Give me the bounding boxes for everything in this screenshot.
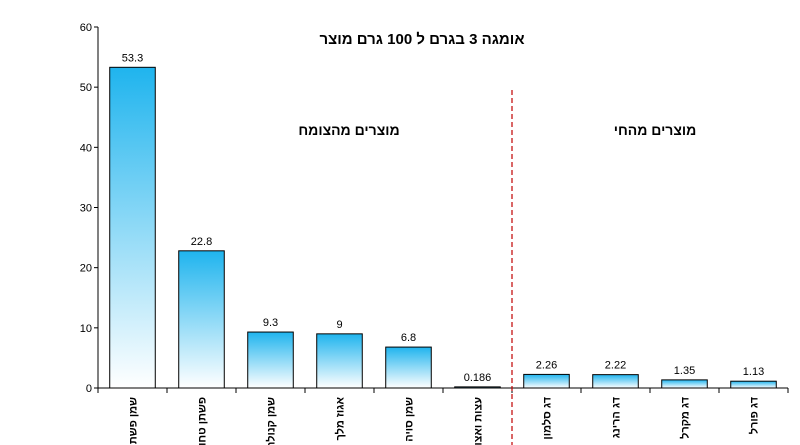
bar xyxy=(592,374,639,389)
bar xyxy=(730,380,777,389)
bar xyxy=(109,66,156,389)
bar xyxy=(316,333,363,389)
category-label: דג סלמון xyxy=(541,396,554,439)
bar-value-label: 6.8 xyxy=(401,332,416,344)
bar-value-label: 9.3 xyxy=(263,317,278,329)
category-label: דג פורל xyxy=(748,396,761,434)
y-tick-label: 30 xyxy=(80,203,92,215)
bar xyxy=(178,250,225,389)
category-label: שמן פשתן xyxy=(128,397,140,445)
animal-products-label: מוצרים מהחי xyxy=(614,122,697,138)
category-label: דג הרינג xyxy=(611,396,623,438)
y-tick-label: 0 xyxy=(86,383,92,395)
y-axis: 0 10 20 30 40 50 60 xyxy=(80,22,99,395)
bars-group xyxy=(109,66,777,389)
plant-products-label: מוצרים מהצומח xyxy=(298,122,399,138)
bar-value-label: 22.8 xyxy=(191,236,212,248)
bar-value-label: 9 xyxy=(336,319,342,331)
y-tick-label: 20 xyxy=(80,263,92,275)
y-tick-label: 10 xyxy=(80,323,92,335)
bar xyxy=(523,373,570,389)
category-label: שמן סויה xyxy=(404,397,416,442)
bar-value-label: 53.3 xyxy=(122,52,143,64)
y-tick-label: 40 xyxy=(80,142,92,154)
bar-value-label: 0.186 xyxy=(464,372,492,384)
bar xyxy=(385,346,432,389)
category-label: פשתן טחון xyxy=(197,397,209,445)
bar-value-label: 1.13 xyxy=(743,366,764,378)
bar-value-label: 2.26 xyxy=(536,359,557,371)
value-labels-group: 53.3 22.8 9.3 9 6.8 0.186 2.26 2.22 1.35 1.13 xyxy=(122,52,764,384)
y-tick-label: 50 xyxy=(80,82,92,94)
bar-value-label: 2.22 xyxy=(605,360,626,372)
chart-title: אומגה 3 בגרם ל 100 גרם מוצר xyxy=(319,31,524,48)
y-tick-label: 60 xyxy=(80,22,92,34)
category-label: עצות ואצות xyxy=(473,397,485,445)
bar xyxy=(454,386,501,389)
bar-value-label: 1.35 xyxy=(674,365,695,377)
x-axis xyxy=(97,387,789,393)
bar xyxy=(661,379,708,389)
bar xyxy=(247,331,294,389)
category-label: דג מקרל xyxy=(679,396,692,438)
category-label: שמן קנולה xyxy=(265,397,278,445)
category-labels-group: שמן פשתן פשתן טחון שמן קנולה אגוז מלך שמן סו… xyxy=(128,396,761,445)
category-label: אגוז מלך xyxy=(334,397,347,441)
